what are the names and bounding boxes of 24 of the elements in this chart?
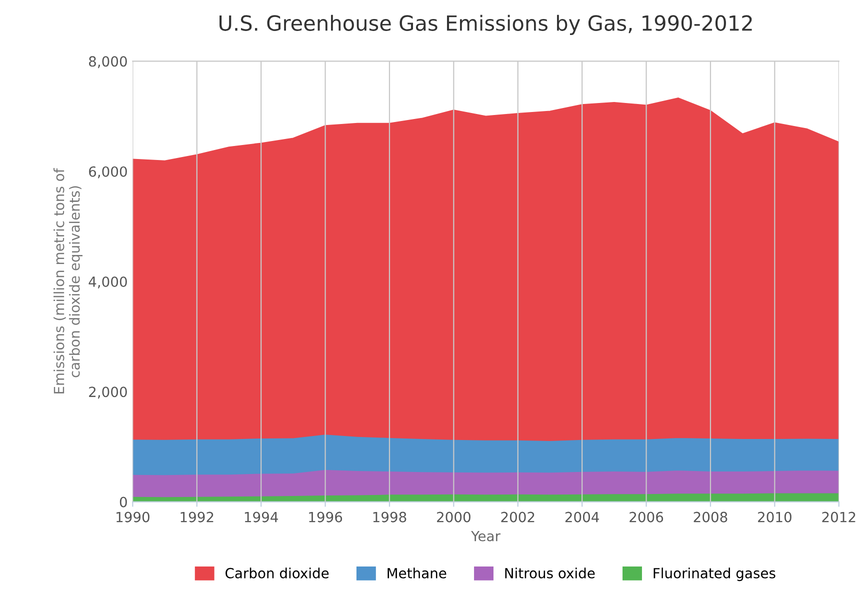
x-tick-label: 1990 — [116, 512, 150, 522]
x-axis-title: Year — [471, 530, 500, 542]
legend-label: Methane — [388, 568, 446, 578]
legend-label: Nitrous oxide — [505, 568, 595, 578]
y-tick-label: 8,000 — [89, 56, 127, 68]
y-axis-title: Emissions (million metric tons of carbon dioxide equivalents) — [54, 168, 82, 394]
y-tick-label: 6,000 — [89, 166, 127, 178]
x-tick-label: 2010 — [758, 512, 792, 522]
legend-label: Carbon dioxide — [226, 568, 329, 578]
x-tick-label: 1998 — [373, 512, 406, 522]
legend-label: Fluorinated gases — [654, 568, 776, 582]
chart-title: U.S. Greenhouse Gas Emissions by Gas, 1990-2012 — [220, 14, 752, 35]
x-tick-label: 1992 — [180, 512, 214, 522]
y-tick-label: 4,000 — [88, 276, 127, 288]
y-tick-label: 2,000 — [89, 386, 127, 399]
x-tick-label: 1996 — [309, 512, 342, 522]
x-tick-label: 2012 — [822, 512, 856, 522]
x-tick-label: 2008 — [694, 512, 728, 522]
x-tick-label: 1994 — [244, 512, 278, 522]
x-tick-label: 2000 — [437, 512, 470, 522]
x-tick-label: 2002 — [501, 512, 534, 522]
x-tick-label: 2004 — [565, 512, 599, 522]
y-tick-label: 0 — [120, 496, 127, 508]
x-tick-label: 2006 — [630, 512, 664, 522]
